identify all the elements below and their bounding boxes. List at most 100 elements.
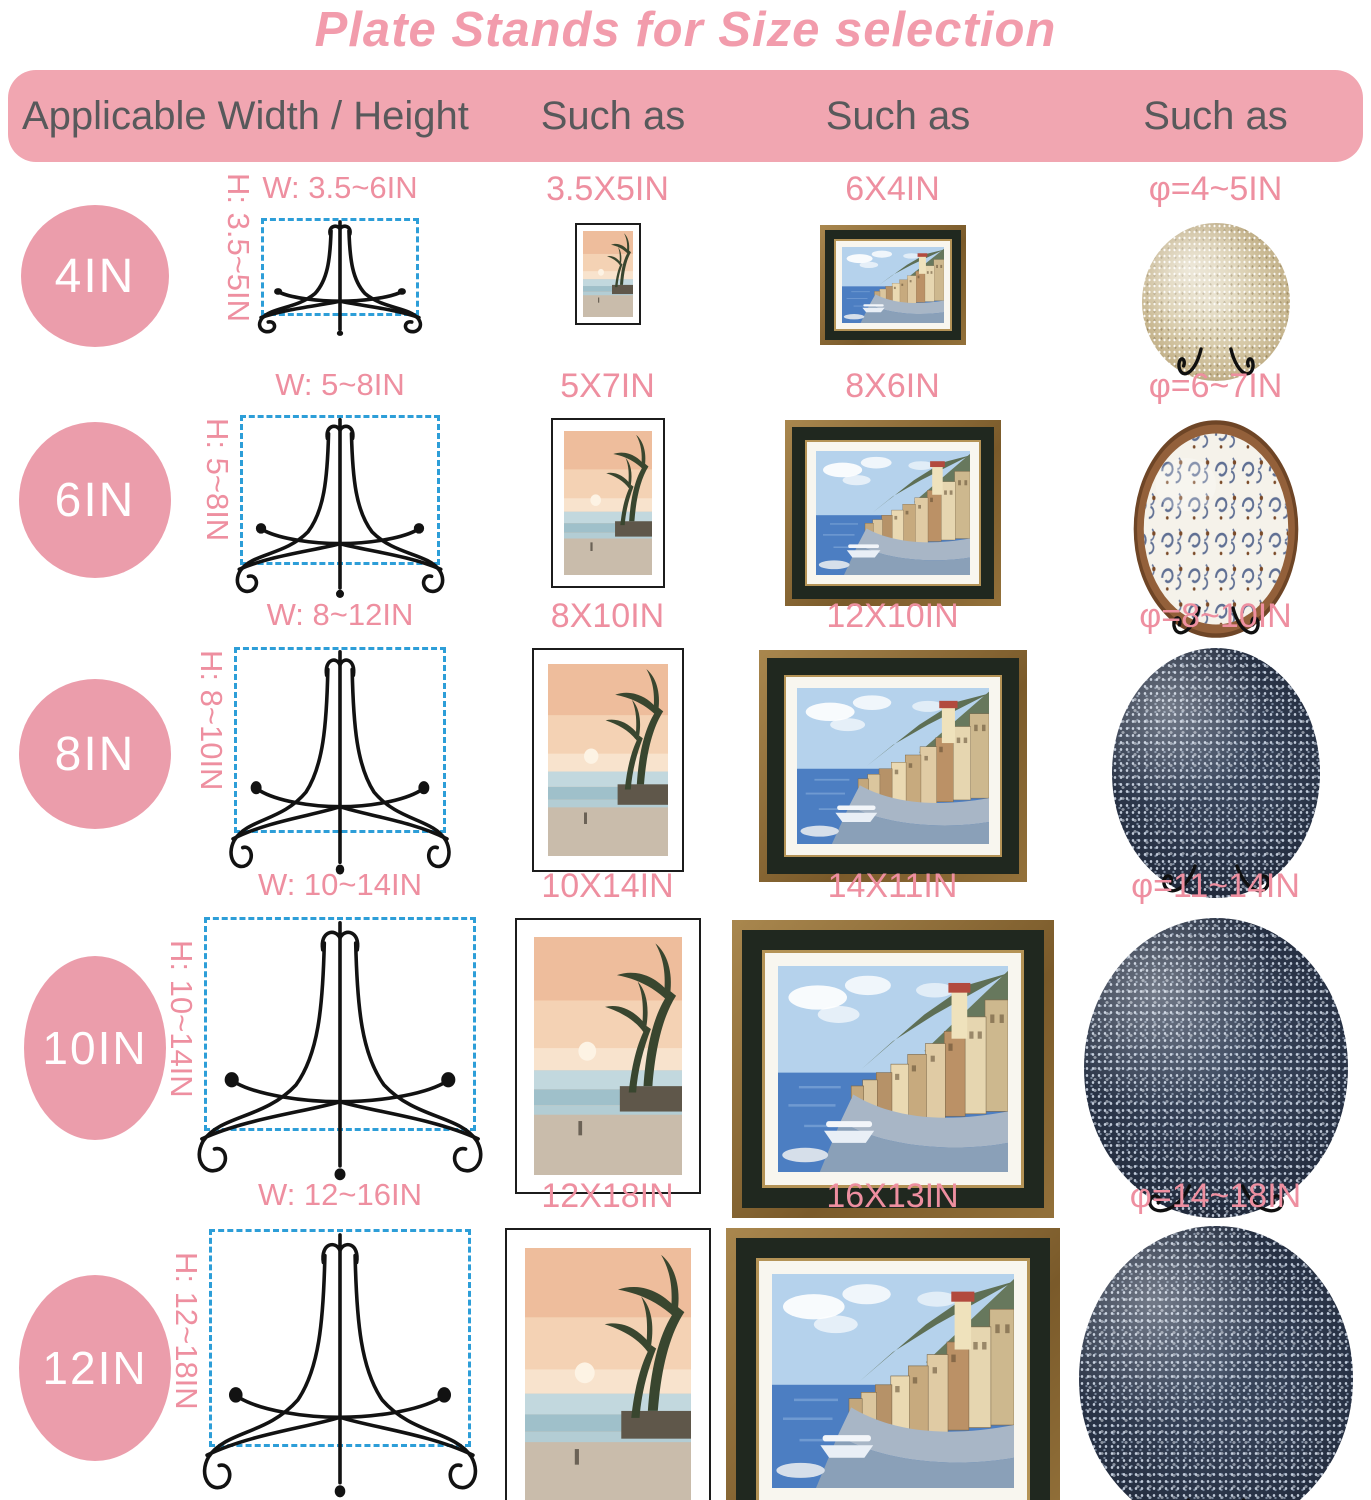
navy-speckled-plate-image bbox=[1111, 648, 1320, 898]
plate-diameter-label: φ=6~7IN bbox=[1148, 367, 1283, 405]
plate-stand-illustration bbox=[183, 916, 497, 1203]
plate-stand-illustration bbox=[257, 220, 423, 338]
stand-bounding-box: H: 3.5~5IN bbox=[221, 173, 423, 338]
size-badge-cell: 8IN bbox=[0, 592, 190, 898]
table-header-bar: Applicable Width / Height Such as Such a… bbox=[8, 70, 1363, 162]
height-range-label: H: 12~18IN bbox=[169, 1252, 204, 1410]
floral-plate-image bbox=[1133, 420, 1298, 638]
frame-size-label: 14X11IN bbox=[827, 867, 958, 905]
framed-art-example bbox=[819, 225, 966, 345]
photo-size-label: 5X7IN bbox=[560, 367, 655, 405]
width-range-label: W: 8~12IN bbox=[266, 597, 414, 632]
height-range-label: H: 8~10IN bbox=[194, 650, 229, 791]
photo-frame-example bbox=[574, 223, 641, 325]
size-badge: 10IN bbox=[24, 956, 166, 1140]
art-cell: 16X13IN bbox=[725, 1172, 1060, 1500]
photo-frame-example bbox=[514, 918, 701, 1194]
beach-photo-image bbox=[533, 937, 682, 1175]
art-cell: 6X4IN bbox=[725, 165, 1060, 381]
height-range-label: H: 5~8IN bbox=[200, 418, 235, 542]
plate-cell: φ=11~14IN bbox=[1060, 862, 1371, 1218]
width-range-label: W: 12~16IN bbox=[258, 1177, 422, 1212]
photo-cell: 3.5X5IN bbox=[490, 165, 725, 381]
navy-speckled-plate-image bbox=[1083, 918, 1348, 1218]
stand-cell: W: 12~16IN H: 12~18IN bbox=[169, 1172, 490, 1500]
size-row-8in: 8IN W: 8~12IN H: 8~10IN 8X10IN 12X10IN φ… bbox=[0, 592, 1371, 898]
plate-diameter-label: φ=14~18IN bbox=[1129, 1177, 1302, 1215]
plate-example bbox=[1078, 1226, 1353, 1500]
size-badge-cell: 6IN bbox=[0, 362, 190, 640]
art-cell: 12X10IN bbox=[725, 592, 1060, 898]
size-badge: 6IN bbox=[19, 422, 171, 578]
plate-example bbox=[1132, 418, 1300, 640]
plate-stand-illustration bbox=[226, 415, 455, 614]
plate-stand-illustration bbox=[218, 646, 461, 894]
navy-speckled-plate-image bbox=[1078, 1226, 1353, 1500]
frame-size-label: 8X6IN bbox=[845, 367, 940, 405]
photo-frame-example bbox=[531, 648, 684, 872]
stand-bounding-box: H: 5~8IN bbox=[200, 415, 440, 565]
photo-size-label: 3.5X5IN bbox=[546, 170, 669, 208]
width-range-label: W: 10~14IN bbox=[258, 867, 422, 902]
size-row-12in: 12IN W: 12~16IN H: 12~18IN 12X18IN 16X13… bbox=[0, 1172, 1371, 1500]
frame-size-label: 16X13IN bbox=[826, 1177, 959, 1215]
coast-painting-image bbox=[841, 247, 944, 323]
coast-painting-image bbox=[771, 1274, 1014, 1488]
header-applicable-width-height: Applicable Width / Height bbox=[22, 93, 469, 138]
page-title: Plate Stands for Size selection bbox=[314, 3, 1057, 57]
plate-example bbox=[1111, 648, 1320, 898]
stand-bounding-box: H: 12~18IN bbox=[169, 1229, 471, 1447]
size-badge-cell: 12IN bbox=[0, 1172, 190, 1500]
size-badge: 12IN bbox=[19, 1275, 171, 1461]
stand-cell: W: 8~12IN H: 8~10IN bbox=[190, 592, 490, 898]
plate-example bbox=[1141, 223, 1290, 381]
size-badge: 4IN bbox=[21, 205, 169, 347]
header-such-as-plate: Such as bbox=[1143, 93, 1288, 138]
frame-size-label: 12X10IN bbox=[826, 597, 959, 635]
framed-art-example bbox=[731, 920, 1054, 1218]
plate-cell: φ=14~18IN bbox=[1060, 1172, 1371, 1500]
height-range-label: H: 10~14IN bbox=[164, 940, 199, 1098]
plate-diameter-label: φ=4~5IN bbox=[1148, 170, 1283, 208]
plate-example bbox=[1083, 918, 1348, 1218]
size-row-4in: 4IN W: 3.5~6IN H: 3.5~5IN 3.5X5IN 6X4IN … bbox=[0, 165, 1371, 381]
tan-plate-image bbox=[1141, 223, 1290, 381]
stand-cell: W: 10~14IN H: 10~14IN bbox=[164, 862, 490, 1218]
plate-stand-illustration bbox=[189, 1228, 491, 1500]
height-range-label: H: 3.5~5IN bbox=[221, 173, 256, 323]
width-range-label: W: 3.5~6IN bbox=[262, 170, 418, 205]
photo-cell: 5X7IN bbox=[490, 362, 725, 640]
stand-cell: W: 3.5~6IN H: 3.5~5IN bbox=[190, 165, 490, 381]
plate-diameter-label: φ=8~10IN bbox=[1139, 597, 1292, 635]
beach-photo-image bbox=[563, 431, 652, 575]
plate-diameter-label: φ=11~14IN bbox=[1131, 867, 1300, 905]
coast-painting-image bbox=[815, 451, 970, 575]
photo-frame-example bbox=[550, 418, 665, 588]
size-row-6in: 6IN W: 5~8IN H: 5~8IN 5X7IN 8X6IN φ=6~7I… bbox=[0, 362, 1371, 638]
framed-art-example bbox=[725, 1228, 1060, 1500]
stand-cell: W: 5~8IN H: 5~8IN bbox=[190, 362, 490, 640]
beach-photo-image bbox=[582, 231, 633, 317]
beach-photo-image bbox=[524, 1248, 691, 1500]
header-such-as-frame: Such as bbox=[825, 93, 971, 138]
stand-bounding-box: H: 10~14IN bbox=[164, 917, 476, 1131]
size-badge: 8IN bbox=[19, 679, 171, 829]
art-cell: 14X11IN bbox=[725, 862, 1060, 1218]
plate-cell: φ=4~5IN bbox=[1060, 165, 1371, 381]
art-cell: 8X6IN bbox=[725, 362, 1060, 640]
photo-size-label: 12X18IN bbox=[541, 1177, 674, 1215]
photo-cell: 12X18IN bbox=[490, 1172, 725, 1500]
plate-cell: φ=8~10IN bbox=[1060, 592, 1371, 898]
size-row-10in: 10IN W: 10~14IN H: 10~14IN 10X14IN 14X11… bbox=[0, 862, 1371, 1218]
frame-size-label: 6X4IN bbox=[845, 170, 940, 208]
plate-cell: φ=6~7IN bbox=[1060, 362, 1371, 640]
coast-painting-image bbox=[777, 966, 1008, 1172]
beach-photo-image bbox=[547, 664, 668, 856]
stand-bounding-box: H: 8~10IN bbox=[194, 647, 446, 833]
size-badge-cell: 10IN bbox=[0, 862, 190, 1218]
header-such-as-photo: Such as bbox=[540, 93, 686, 138]
framed-art-example bbox=[758, 650, 1027, 882]
width-range-label: W: 5~8IN bbox=[275, 367, 405, 402]
photo-size-label: 10X14IN bbox=[541, 867, 674, 905]
